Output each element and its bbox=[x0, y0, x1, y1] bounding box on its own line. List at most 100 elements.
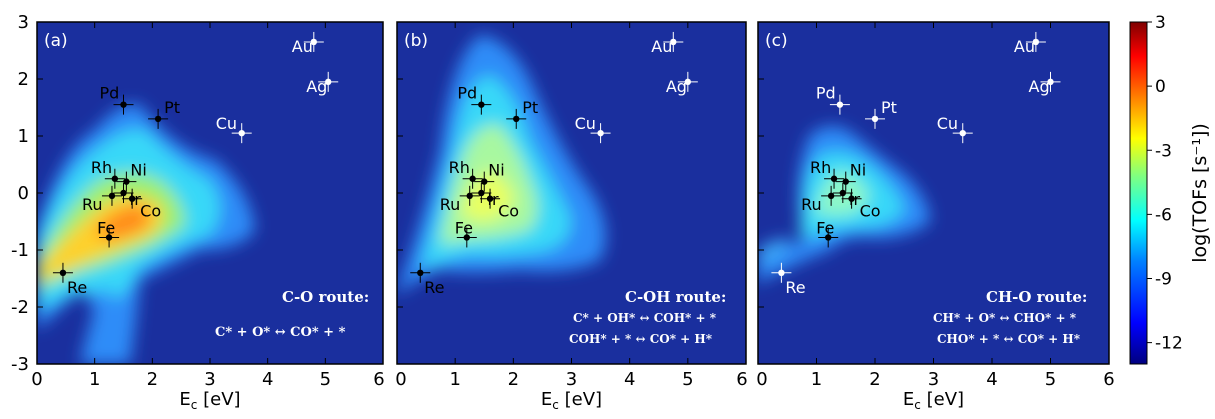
point-label: Re bbox=[67, 278, 87, 297]
point-label: Rh bbox=[810, 158, 831, 177]
marker bbox=[827, 192, 835, 200]
y-tick-label: 1 bbox=[18, 126, 29, 147]
x-tick-label: 2 bbox=[147, 369, 158, 390]
point-fe: Fe bbox=[816, 218, 839, 248]
colorbar-tick-label: 3 bbox=[1155, 13, 1166, 33]
panel-a: (a) C-O route: C* + O* ↔ CO* + * Au Ag Pd P… bbox=[11, 12, 385, 412]
point-cu: Cu bbox=[937, 114, 973, 144]
point-label: Au bbox=[292, 37, 313, 56]
point-label: Pd bbox=[100, 84, 120, 103]
panel-a-points: Au Ag Pd Pt Cu Rh Ni Ir Ru Co Fe Re bbox=[52, 31, 339, 297]
panel-b: (b) C-OH route: C* + OH* ↔ COH* + * COH*… bbox=[395, 21, 748, 412]
panel-a-route-title: C-O route: bbox=[282, 288, 369, 306]
x-tick-label: 2 bbox=[869, 369, 880, 390]
point-label: Au bbox=[651, 37, 672, 56]
marker bbox=[959, 129, 966, 137]
point-co: Co bbox=[122, 188, 161, 221]
point-label: Ag bbox=[306, 77, 327, 96]
panel-a-heatmap bbox=[37, 104, 255, 364]
marker bbox=[120, 101, 127, 108]
panel-c-heatmap bbox=[758, 126, 930, 285]
panel-b-label: (b) bbox=[404, 31, 428, 51]
marker bbox=[830, 175, 838, 182]
x-tick-label: 1 bbox=[89, 369, 100, 390]
point-label: Ir bbox=[130, 190, 142, 209]
point-re: Re bbox=[771, 262, 806, 297]
point-label: Re bbox=[424, 278, 444, 297]
point-label: Pd bbox=[816, 84, 836, 103]
point-label: Ru bbox=[801, 195, 822, 214]
point-co: Co bbox=[480, 188, 519, 221]
marker bbox=[486, 195, 494, 202]
marker bbox=[111, 175, 119, 182]
point-ni: Ni bbox=[116, 161, 147, 192]
colorbar-label: log(TOFs [s⁻¹]) bbox=[1189, 123, 1211, 263]
point-pt: Pt bbox=[865, 98, 897, 129]
marker bbox=[463, 234, 470, 241]
marker bbox=[778, 269, 785, 276]
marker bbox=[466, 192, 473, 200]
panel-b-points: Au Ag Pd Pt Cu Rh Ni Ir Ru Co Fe Re bbox=[410, 31, 698, 297]
point-fe: Fe bbox=[455, 218, 477, 248]
marker bbox=[108, 192, 116, 200]
marker bbox=[128, 195, 136, 202]
marker bbox=[59, 269, 67, 276]
point-pd: Pd bbox=[816, 84, 850, 115]
marker bbox=[417, 269, 424, 276]
point-label: Ir bbox=[487, 190, 499, 209]
colorbar: 3 0 -3 -6 -9 -12 log(TOFs [s⁻¹]) bbox=[1129, 13, 1211, 365]
point-label: Pd bbox=[457, 84, 477, 103]
marker bbox=[478, 101, 485, 108]
x-tick-label: 3 bbox=[566, 369, 577, 390]
point-label: Rh bbox=[91, 158, 112, 177]
colorbar-tick-label: -12 bbox=[1155, 334, 1183, 354]
point-rh: Rh bbox=[810, 158, 845, 189]
point-label: Co bbox=[860, 202, 881, 221]
marker bbox=[238, 129, 245, 137]
panel-c-label: (c) bbox=[765, 31, 788, 51]
colorbar-tick-label: -3 bbox=[1155, 141, 1172, 161]
point-au: Au bbox=[1014, 31, 1046, 56]
panel-c-points: AuAgPdPtCuRhNiIrRuCoFeRe bbox=[771, 31, 1061, 297]
x-tick-label: 5 bbox=[1045, 369, 1056, 390]
point-label: Rh bbox=[449, 158, 470, 177]
marker bbox=[670, 38, 677, 46]
point-pd: Pd bbox=[100, 84, 134, 115]
panel-c-route-title: CH-O route: bbox=[986, 288, 1087, 306]
colorbar-tick-label: 0 bbox=[1155, 77, 1166, 97]
point-label: Fe bbox=[816, 218, 834, 237]
x-tick-label: 3 bbox=[928, 369, 939, 390]
x-tick-label: 2 bbox=[508, 369, 519, 390]
point-label: Co bbox=[498, 202, 519, 221]
panel-b-heatmap bbox=[397, 35, 606, 295]
point-cu: Cu bbox=[575, 114, 611, 144]
y-tick-label: -2 bbox=[11, 297, 29, 318]
marker bbox=[123, 178, 130, 185]
point-ir: Ir bbox=[471, 183, 499, 209]
panel-c-equation-2: CHO* + * ↔ CO* + H* bbox=[937, 332, 1081, 346]
x-axis-label: Ec [eV] bbox=[179, 389, 240, 412]
x-tick-label: 6 bbox=[736, 369, 747, 390]
point-label: Ru bbox=[82, 195, 103, 214]
point-ag: Ag bbox=[306, 71, 339, 96]
point-label: Pt bbox=[164, 98, 180, 117]
point-re: Re bbox=[52, 262, 87, 297]
y-tick-label: 3 bbox=[18, 12, 29, 33]
point-fe: Fe bbox=[97, 218, 120, 248]
panel-b-axes: 0 1 2 3 4 5 6 Ec [eV] bbox=[395, 21, 748, 412]
point-ru: Ru bbox=[440, 185, 480, 214]
marker bbox=[481, 178, 488, 185]
x-axis-label: Ec [eV] bbox=[903, 389, 964, 412]
panel-c-axes: 0 1 2 3 4 5 6 Ec [eV] bbox=[756, 21, 1115, 412]
point-ru: Ru bbox=[801, 185, 842, 214]
point-label: Fe bbox=[455, 218, 473, 237]
point-re: Re bbox=[410, 262, 445, 297]
x-tick-label: 4 bbox=[986, 369, 997, 390]
point-label: Pt bbox=[522, 98, 538, 117]
point-au: Au bbox=[292, 31, 324, 56]
point-cu: Cu bbox=[216, 114, 252, 144]
x-tick-label: 0 bbox=[395, 369, 406, 390]
point-label: Cu bbox=[216, 114, 237, 133]
panel-a-equation-1: C* + O* ↔ CO* + * bbox=[215, 325, 346, 340]
